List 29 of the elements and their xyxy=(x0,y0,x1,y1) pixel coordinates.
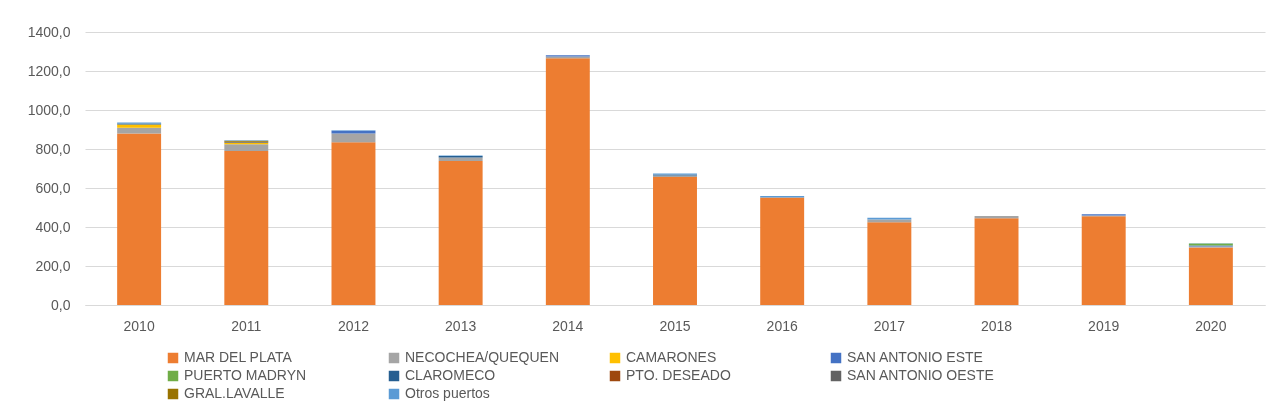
legend-label: MAR DEL PLATA xyxy=(184,349,293,365)
x-tick-label: 2019 xyxy=(1088,317,1120,334)
legend-label: CLAROMECO xyxy=(405,367,496,383)
legend-label: SAN ANTONIO ESTE xyxy=(847,349,983,365)
legend-label: NECOCHEA/QUEQUEN xyxy=(405,349,560,365)
x-tick-label: 2015 xyxy=(659,317,691,334)
legend-label: PUERTO MADRYN xyxy=(184,367,307,383)
legend-label: SAN ANTONIO OESTE xyxy=(847,367,994,383)
legend-label: PTO. DESEADO xyxy=(626,367,731,383)
x-tick-label: 2020 xyxy=(1195,317,1227,334)
x-tick-label: 2018 xyxy=(980,317,1013,334)
x-tick-label: 2017 xyxy=(873,317,906,334)
x-tick-label: 2014 xyxy=(552,317,584,334)
x-tick-label: 2012 xyxy=(337,317,370,334)
x-tick-label: 2011 xyxy=(231,317,262,334)
legend-label: CAMARONES xyxy=(626,349,717,365)
legend-label: Otros puertos xyxy=(405,385,490,401)
y-tick-label: 1000,0 xyxy=(27,101,71,118)
y-tick-label: 1400,0 xyxy=(27,23,71,40)
y-tick-label: 600,0 xyxy=(35,179,71,196)
y-tick-label: 1200,0 xyxy=(27,62,71,79)
y-tick-label: 200,0 xyxy=(35,257,71,274)
y-tick-label: 400,0 xyxy=(35,218,71,235)
x-tick-label: 2010 xyxy=(123,317,155,334)
x-tick-label: 2016 xyxy=(766,317,798,334)
y-tick-label: 800,0 xyxy=(35,140,71,157)
y-tick-label: 0,0 xyxy=(51,296,71,313)
x-tick-label: 2013 xyxy=(445,317,477,334)
legend-label: GRAL.LAVALLE xyxy=(184,385,285,401)
